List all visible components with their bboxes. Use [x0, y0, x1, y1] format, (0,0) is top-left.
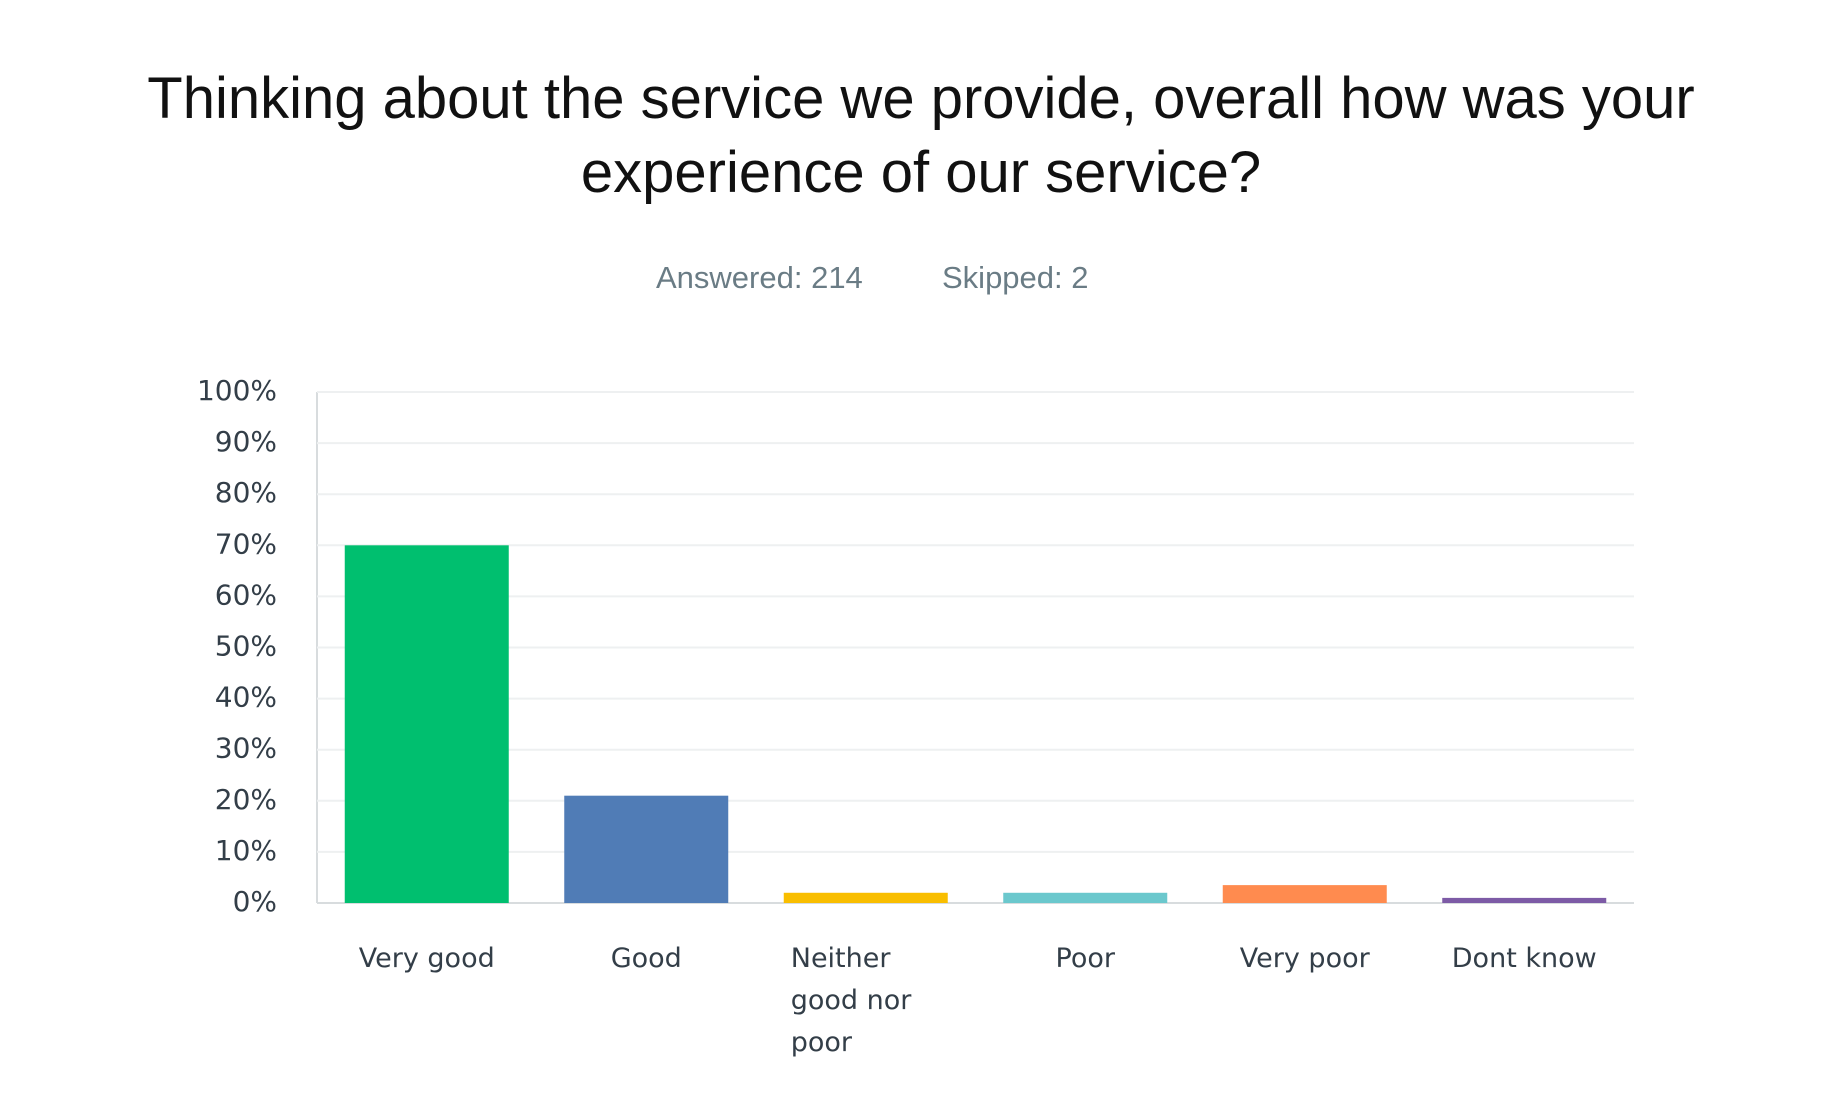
y-tick-label: 90%: [215, 425, 277, 458]
bar: [1222, 885, 1387, 903]
category-text: Good: [610, 943, 682, 974]
chart-title: Thinking about the service we provide, o…: [147, 66, 1695, 205]
x-tick-label: Good: [546, 938, 746, 980]
bar: [344, 545, 509, 903]
bar: [564, 795, 729, 903]
bar: [1003, 892, 1168, 903]
skipped-count: Skipped: 2: [942, 260, 1089, 295]
category-text: Poor: [1055, 943, 1115, 974]
x-tick-label: Dont know: [1424, 938, 1624, 980]
x-tick-label: Neither good nor poor: [766, 938, 966, 1064]
x-tick-label: Poor: [985, 938, 1185, 980]
y-tick-label: 30%: [215, 732, 277, 765]
y-tick-label: 70%: [215, 527, 277, 560]
y-tick-label: 40%: [215, 681, 277, 714]
answered-count: Answered: 214: [656, 260, 863, 295]
y-tick-label: 60%: [215, 578, 277, 611]
category-text: Very good: [358, 943, 495, 974]
y-tick-label: 50%: [215, 630, 277, 663]
y-tick-label: 10%: [215, 834, 277, 867]
y-tick-label: 100%: [197, 374, 277, 407]
x-tick-label: Very good: [327, 938, 527, 980]
x-tick-label: Very poor: [1205, 938, 1405, 980]
category-text: Neither good nor poor: [790, 943, 912, 1058]
y-tick-label: 20%: [215, 783, 277, 816]
y-tick-label: 0%: [233, 885, 277, 918]
bar: [1442, 897, 1607, 903]
y-tick-label: 80%: [215, 476, 277, 509]
bar: [783, 892, 948, 903]
category-text: Very poor: [1239, 943, 1370, 974]
category-text: Dont know: [1451, 943, 1597, 974]
